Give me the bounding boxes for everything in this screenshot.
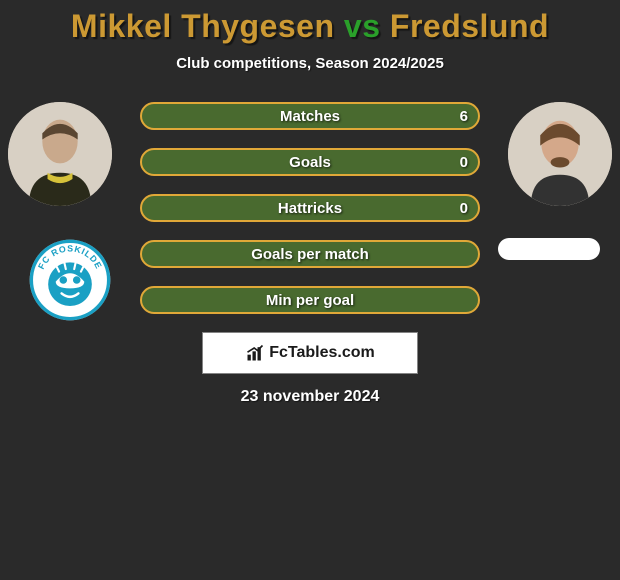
- person-icon: [8, 102, 112, 206]
- club-badge-right: [498, 238, 600, 260]
- title-left-name: Mikkel Thygesen: [71, 8, 335, 44]
- metric-label: Goals: [142, 150, 478, 174]
- metric-bars: Matches6Goals0Hattricks0Goals per matchM…: [140, 102, 480, 332]
- bar-chart-icon: [245, 343, 265, 363]
- date-label: 23 november 2024: [0, 388, 620, 406]
- brand-watermark: FcTables.com: [202, 332, 418, 374]
- metric-label: Min per goal: [142, 288, 478, 312]
- person-icon: [508, 102, 612, 206]
- subtitle: Club competitions, Season 2024/2025: [0, 55, 620, 72]
- club-badge-left: FC ROSKILDE: [28, 238, 112, 322]
- page-title: Mikkel Thygesen vs Fredslund: [0, 0, 620, 45]
- club-crest-icon: FC ROSKILDE: [28, 238, 112, 322]
- metric-label: Matches: [142, 104, 478, 128]
- metric-value-right: 0: [460, 150, 468, 174]
- title-vs: vs: [344, 8, 381, 44]
- metric-row: Goals per match: [140, 240, 480, 268]
- player-avatar-left: [8, 102, 112, 206]
- player-avatar-right: [508, 102, 612, 206]
- metric-row: Min per goal: [140, 286, 480, 314]
- title-right-name: Fredslund: [390, 8, 549, 44]
- metric-row: Hattricks0: [140, 194, 480, 222]
- metric-value-right: 6: [460, 104, 468, 128]
- metric-label: Goals per match: [142, 242, 478, 266]
- brand-text: FcTables.com: [269, 344, 375, 362]
- metric-row: Matches6: [140, 102, 480, 130]
- metric-value-right: 0: [460, 196, 468, 220]
- metric-row: Goals0: [140, 148, 480, 176]
- metric-label: Hattricks: [142, 196, 478, 220]
